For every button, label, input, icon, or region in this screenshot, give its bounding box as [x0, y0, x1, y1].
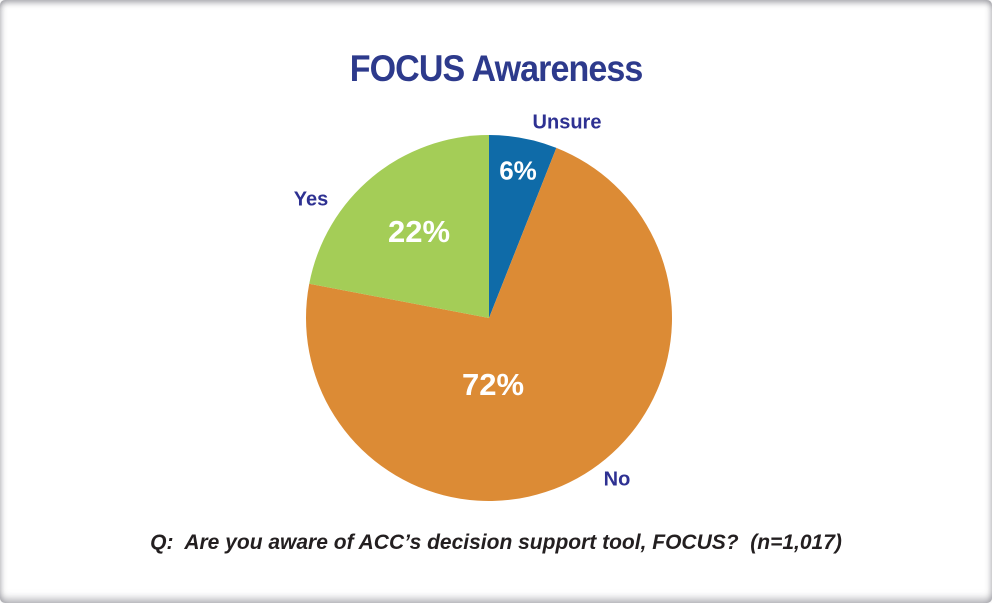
slice-label-unsure: Unsure: [532, 111, 602, 134]
slice-label-no: No: [603, 468, 631, 491]
survey-question-caption: Q: Are you aware of ACC’s decision suppo…: [150, 531, 842, 554]
chart-title: FOCUS Awareness: [349, 48, 644, 89]
slice-label-yes: Yes: [293, 188, 329, 211]
slice-value-no: 72%: [461, 367, 525, 402]
pie-slice-no: [305, 147, 672, 502]
slice-value-unsure: 6%: [499, 155, 537, 186]
pie-slice-yes: [309, 135, 489, 318]
pie-slice-unsure: [489, 135, 557, 318]
slice-value-yes: 22%: [387, 214, 451, 249]
